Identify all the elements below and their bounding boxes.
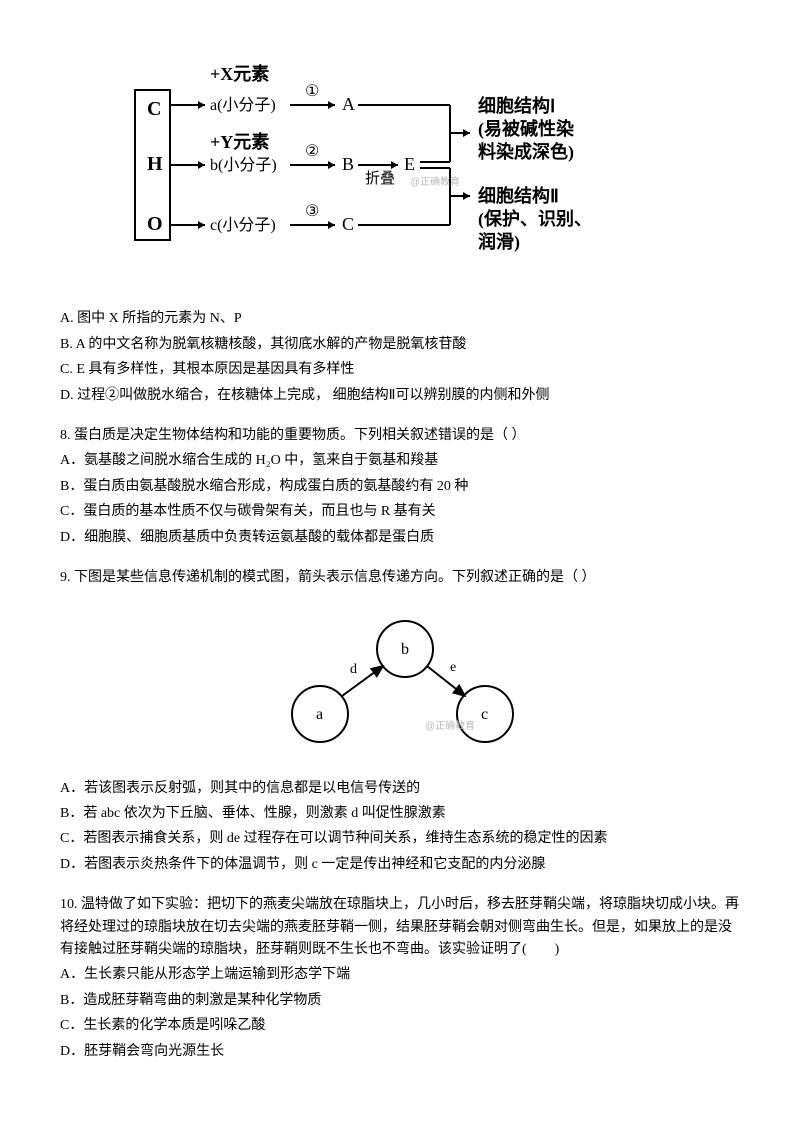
q10-d: D．胚芽鞘会弯向光源生长 <box>60 1041 740 1063</box>
q7-c: C. E 具有多样性，其根本原因是基因具有多样性 <box>60 359 740 381</box>
n3: ③ <box>305 203 319 220</box>
q8-b: B．蛋白质由氨基酸脱水缩合形成，构成蛋白质的氨基酸约有 20 种 <box>60 476 740 498</box>
q8-d: D．细胞膜、细胞质基质中负责转运氨基酸的载体都是蛋白质 <box>60 527 740 549</box>
lbl-E: E <box>404 154 415 174</box>
q9-stem: 9. 下图是某些信息传递机制的模式图，箭头表示信息传递方向。下列叙述正确的是（ … <box>60 567 740 589</box>
abc-svg: a b c d e @正确教育 <box>270 599 530 759</box>
lbl-B: B <box>342 154 354 174</box>
struct2-t: 细胞结构Ⅱ <box>478 185 559 206</box>
q8-stem: 8. 蛋白质是决定生物体结构和功能的重要物质。下列相关叙述错误的是（ ） <box>60 425 740 447</box>
lbl-A: A <box>342 94 355 114</box>
struct1-d2: 料染成深色) <box>478 141 574 163</box>
box-h: H <box>147 153 163 175</box>
q9-d: D．若图表示炎热条件下的体温调节，则 c 一定是传出神经和它支配的内分泌腺 <box>60 854 740 876</box>
q8-c: C．蛋白质的基本性质不仅与碳骨架有关，而且也与 R 基有关 <box>60 501 740 523</box>
diagram-cho: C H O +X元素 a(小分子) ① A +Y元素 b(小分子) ② B 折叠… <box>60 50 740 298</box>
q7-options: A. 图中 X 所指的元素为 N、P B. A 的中文名称为脱氧核糖核酸，其彻底… <box>60 308 740 407</box>
watermark2: @正确教育 <box>425 719 475 732</box>
a-label: a(小分子) <box>210 96 276 114</box>
q10-stem: 10. 温特做了如下实验：把切下的燕麦尖端放在琼脂块上，几小时后，移去胚芽鞘尖端… <box>60 894 740 961</box>
edge-e: e <box>450 660 456 675</box>
q8: 8. 蛋白质是决定生物体结构和功能的重要物质。下列相关叙述错误的是（ ） A．氨… <box>60 425 740 549</box>
q7-b: B. A 的中文名称为脱氧核糖核酸，其彻底水解的产物是脱氧核苷酸 <box>60 334 740 356</box>
n1: ① <box>305 83 319 100</box>
node-b: b <box>401 641 409 658</box>
q8-a: A．氨基酸之间脱水缩合生成的 H₂O 中，氢来自于氨基和羧基 <box>60 450 740 472</box>
n2: ② <box>305 143 319 160</box>
box-o: O <box>147 213 163 235</box>
struct2-d2: 润滑) <box>478 231 520 253</box>
struct1-d1: (易被碱性染 <box>478 118 575 140</box>
edge-d: d <box>350 662 357 677</box>
q10-b: B．造成胚芽鞘弯曲的刺激是某种化学物质 <box>60 990 740 1012</box>
q9: 9. 下图是某些信息传递机制的模式图，箭头表示信息传递方向。下列叙述正确的是（ … <box>60 567 740 589</box>
q9-a: A．若该图表示反射弧，则其中的信息都是以电信号传送的 <box>60 778 740 800</box>
diagram-abc: a b c d e @正确教育 <box>60 599 740 767</box>
node-a: a <box>316 706 323 723</box>
b-label: b(小分子) <box>210 156 277 174</box>
c-label: c(小分子) <box>210 216 276 234</box>
y-element: +Y元素 <box>210 132 269 152</box>
struct1-t: 细胞结构Ⅰ <box>478 95 555 116</box>
q10-c: C．生长素的化学本质是吲哚乙酸 <box>60 1015 740 1037</box>
q10-a: A．生长素只能从形态学上端运输到形态学下端 <box>60 964 740 986</box>
cho-svg: C H O +X元素 a(小分子) ① A +Y元素 b(小分子) ② B 折叠… <box>120 50 680 290</box>
lbl-C2: C <box>342 214 354 234</box>
q7-d: D. 过程②叫做脱水缩合，在核糖体上完成， 细胞结构Ⅱ可以辨别膜的内侧和外侧 <box>60 385 740 407</box>
q9-options: A．若该图表示反射弧，则其中的信息都是以电信号传送的 B．若 abc 依次为下丘… <box>60 778 740 877</box>
fold: 折叠 <box>365 170 395 187</box>
q7-a: A. 图中 X 所指的元素为 N、P <box>60 308 740 330</box>
box-c: C <box>147 98 161 120</box>
x-element: +X元素 <box>210 64 269 84</box>
q9-b: B．若 abc 依次为下丘脑、垂体、性腺，则激素 d 叫促性腺激素 <box>60 803 740 825</box>
q9-c: C．若图表示捕食关系，则 de 过程存在可以调节种间关系，维持生态系统的稳定性的… <box>60 828 740 850</box>
watermark1: @正确教育 <box>410 175 460 188</box>
q10: 10. 温特做了如下实验：把切下的燕麦尖端放在琼脂块上，几小时后，移去胚芽鞘尖端… <box>60 894 740 1063</box>
node-c: c <box>481 706 488 723</box>
struct2-d1: (保护、识别、 <box>478 208 592 230</box>
